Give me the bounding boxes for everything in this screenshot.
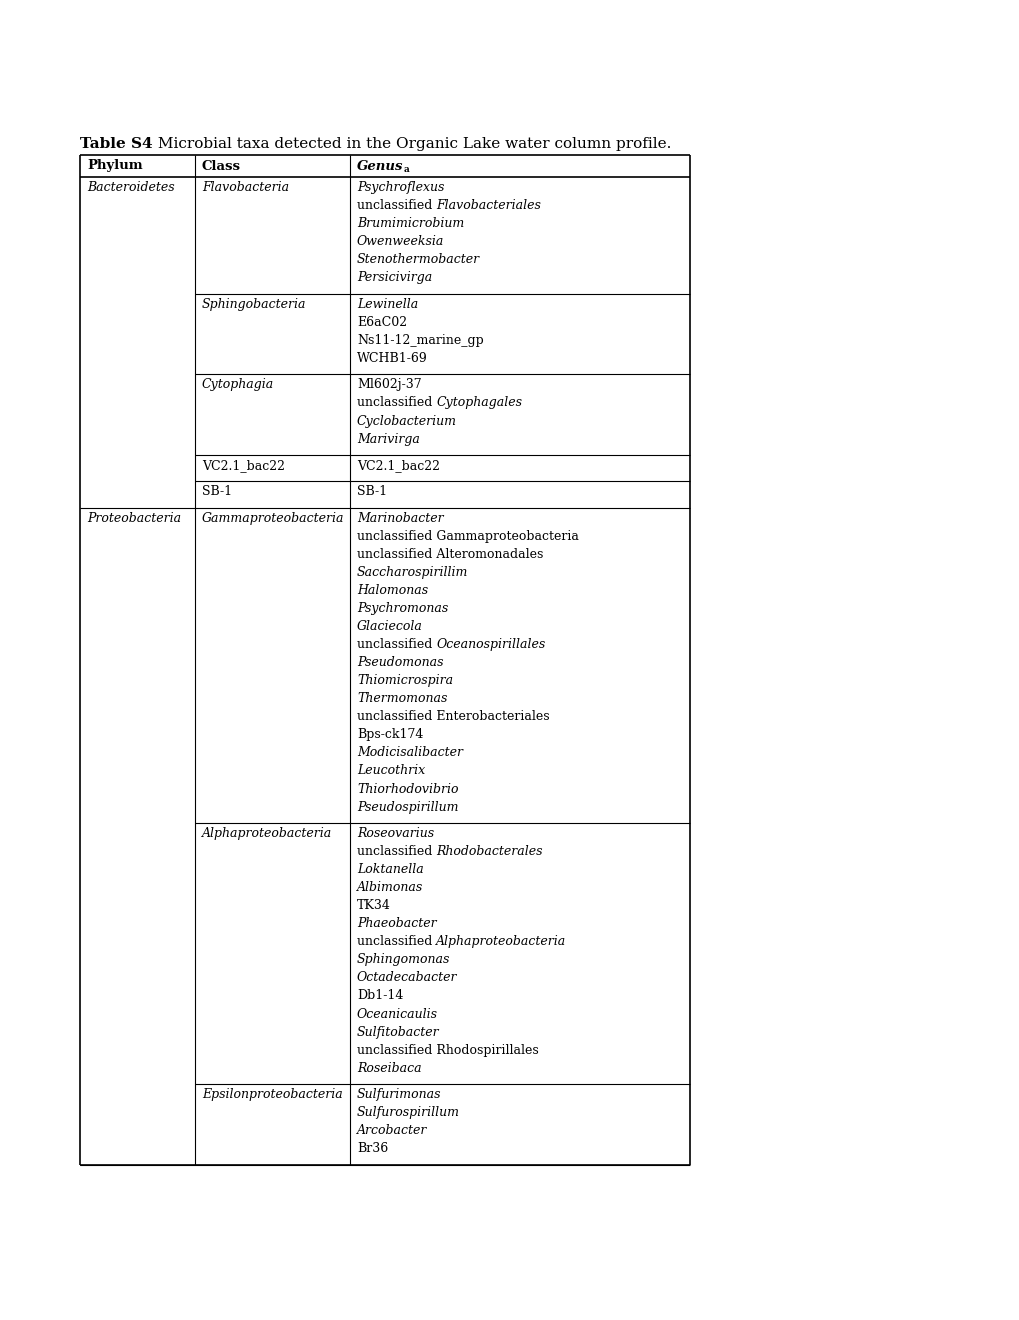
Text: Rhodobacterales: Rhodobacterales <box>436 845 542 858</box>
Text: Albimonas: Albimonas <box>357 882 423 894</box>
Text: Alphaproteobacteria: Alphaproteobacteria <box>202 828 332 840</box>
Text: Gammaproteobacteria: Gammaproteobacteria <box>202 512 344 525</box>
Text: a: a <box>404 165 409 173</box>
Text: Roseibaca: Roseibaca <box>357 1061 421 1074</box>
Text: Brumimicrobium: Brumimicrobium <box>357 218 464 230</box>
Text: Saccharospirillim: Saccharospirillim <box>357 566 468 579</box>
Text: Epsilonproteobacteria: Epsilonproteobacteria <box>202 1088 342 1101</box>
Text: Persicivirga: Persicivirga <box>357 272 432 284</box>
Text: Arcobacter: Arcobacter <box>357 1125 427 1138</box>
Text: Glaciecola: Glaciecola <box>357 620 423 634</box>
Text: SB-1: SB-1 <box>357 486 386 499</box>
Text: Lewinella: Lewinella <box>357 298 418 310</box>
Text: Marinobacter: Marinobacter <box>357 512 443 525</box>
Text: Db1-14: Db1-14 <box>357 990 403 1002</box>
Text: Microbial taxa detected in the Organic Lake water column profile.: Microbial taxa detected in the Organic L… <box>153 137 671 150</box>
Text: Psychromonas: Psychromonas <box>357 602 447 615</box>
Text: Bacteroidetes: Bacteroidetes <box>87 181 174 194</box>
Text: Stenothermobacter: Stenothermobacter <box>357 253 480 267</box>
Text: Table S4: Table S4 <box>79 137 153 150</box>
Text: Bps-ck174: Bps-ck174 <box>357 729 423 742</box>
Text: unclassified Enterobacteriales: unclassified Enterobacteriales <box>357 710 549 723</box>
Text: Ns11-12_marine_gp: Ns11-12_marine_gp <box>357 334 483 347</box>
Text: Class: Class <box>202 160 240 173</box>
Text: Owenweeksia: Owenweeksia <box>357 235 444 248</box>
Text: Genus: Genus <box>357 160 404 173</box>
Text: Cytophagia: Cytophagia <box>202 379 274 392</box>
Text: WCHB1-69: WCHB1-69 <box>357 352 427 366</box>
Text: unclassified Gammaproteobacteria: unclassified Gammaproteobacteria <box>357 529 578 543</box>
Text: Halomonas: Halomonas <box>357 583 428 597</box>
Text: Flavobacteriales: Flavobacteriales <box>436 199 541 213</box>
Text: Oceanicaulis: Oceanicaulis <box>357 1007 437 1020</box>
Text: Modicisalibacter: Modicisalibacter <box>357 746 463 759</box>
Text: Roseovarius: Roseovarius <box>357 828 434 840</box>
Text: Phylum: Phylum <box>87 160 143 173</box>
Text: unclassified: unclassified <box>357 396 436 409</box>
Text: Proteobacteria: Proteobacteria <box>87 512 181 525</box>
Text: TK34: TK34 <box>357 899 390 912</box>
Text: Flavobacteria: Flavobacteria <box>202 181 288 194</box>
Text: Sphingomonas: Sphingomonas <box>357 953 449 966</box>
Text: Sphingobacteria: Sphingobacteria <box>202 298 306 310</box>
Text: VC2.1_bac22: VC2.1_bac22 <box>202 459 284 473</box>
Text: Sulfurospirillum: Sulfurospirillum <box>357 1106 460 1119</box>
Text: Marivirga: Marivirga <box>357 433 420 446</box>
Text: Sulfitobacter: Sulfitobacter <box>357 1026 439 1039</box>
Text: Octadecabacter: Octadecabacter <box>357 972 457 985</box>
Text: unclassified Rhodospirillales: unclassified Rhodospirillales <box>357 1044 538 1057</box>
Text: Thermomonas: Thermomonas <box>357 692 447 705</box>
Text: Thiorhodovibrio: Thiorhodovibrio <box>357 783 458 796</box>
Text: Phaeobacter: Phaeobacter <box>357 917 436 931</box>
Text: Ml602j-37: Ml602j-37 <box>357 379 421 392</box>
Text: Cyclobacterium: Cyclobacterium <box>357 414 457 428</box>
Text: Oceanospirillales: Oceanospirillales <box>436 638 545 651</box>
Text: unclassified: unclassified <box>357 845 436 858</box>
Text: SB-1: SB-1 <box>202 486 232 499</box>
Text: Sulfurimonas: Sulfurimonas <box>357 1088 441 1101</box>
Text: Leucothrix: Leucothrix <box>357 764 425 777</box>
Text: Psychroflexus: Psychroflexus <box>357 181 444 194</box>
Text: Pseudospirillum: Pseudospirillum <box>357 801 458 813</box>
Text: Br36: Br36 <box>357 1142 388 1155</box>
Text: Thiomicrospira: Thiomicrospira <box>357 675 452 688</box>
Text: E6aC02: E6aC02 <box>357 315 407 329</box>
Text: Pseudomonas: Pseudomonas <box>357 656 443 669</box>
Text: unclassified: unclassified <box>357 936 436 948</box>
Text: Loktanella: Loktanella <box>357 863 423 876</box>
Text: Cytophagales: Cytophagales <box>436 396 522 409</box>
Text: VC2.1_bac22: VC2.1_bac22 <box>357 459 439 473</box>
Text: unclassified Alteromonadales: unclassified Alteromonadales <box>357 548 543 561</box>
Text: unclassified: unclassified <box>357 199 436 213</box>
Text: Alphaproteobacteria: Alphaproteobacteria <box>436 936 566 948</box>
Text: unclassified: unclassified <box>357 638 436 651</box>
